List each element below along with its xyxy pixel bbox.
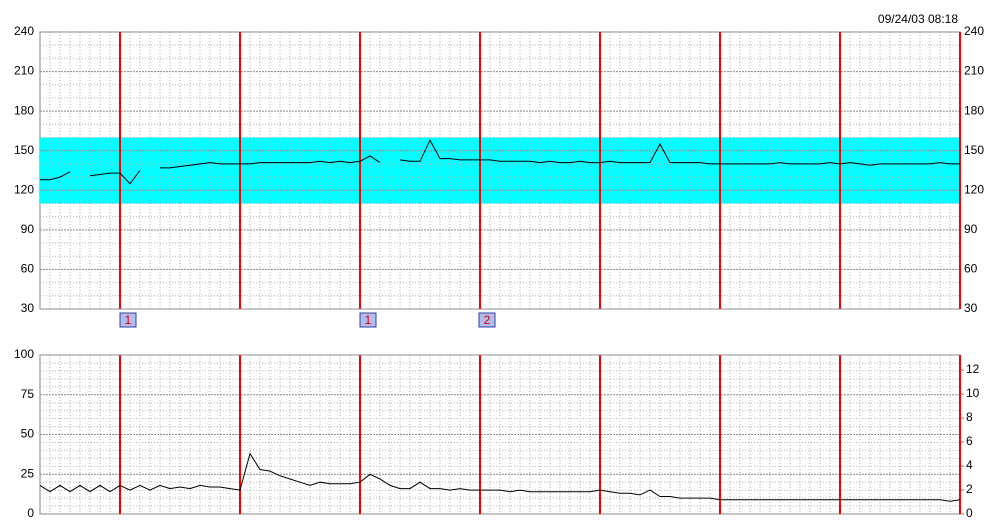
y-tick-label: 210 — [14, 64, 34, 78]
y-tick-label: 0 — [27, 506, 34, 520]
timestamp: 09/24/03 08:18 — [878, 12, 958, 26]
y-tick-label: 30 — [21, 301, 35, 315]
y-tick-label: 240 — [14, 24, 34, 38]
event-marker — [478, 312, 496, 328]
y-tick-label-right: 60 — [964, 262, 978, 276]
y-tick-label: 90 — [21, 222, 35, 236]
y-tick-label-right: 210 — [964, 64, 984, 78]
y-tick-label: 75 — [21, 387, 35, 401]
y-tick-label-right: 150 — [964, 143, 984, 157]
y-tick-label-right: 240 — [964, 24, 984, 38]
y2-tick-label: 10 — [966, 386, 980, 400]
y-tick-label: 150 — [14, 143, 34, 157]
y-tick-label: 120 — [14, 182, 34, 196]
y-tick-label: 60 — [21, 262, 35, 276]
y2-tick-label: 12 — [966, 362, 980, 376]
event-marker-label: 1 — [365, 313, 372, 327]
y2-tick-label: 8 — [966, 410, 973, 424]
trace — [40, 139, 960, 185]
y-tick-label: 100 — [14, 347, 34, 361]
trace — [39, 452, 961, 502]
y-tick-label: 50 — [21, 427, 35, 441]
y2-tick-label: 0 — [966, 506, 973, 520]
y2-tick-label: 4 — [966, 458, 973, 472]
y-tick-label: 25 — [21, 466, 35, 480]
event-marker — [359, 312, 377, 328]
y-tick-label-right: 180 — [964, 103, 984, 117]
event-marker-label: 1 — [125, 313, 132, 327]
event-marker-label: 2 — [484, 313, 491, 327]
y2-tick-label: 2 — [966, 482, 973, 496]
y2-tick-label: 6 — [966, 434, 973, 448]
y-tick-label: 180 — [14, 103, 34, 117]
event-marker — [119, 312, 137, 328]
y-tick-label-right: 120 — [964, 182, 984, 196]
y-tick-label-right: 30 — [964, 301, 978, 315]
y-tick-label-right: 90 — [964, 222, 978, 236]
